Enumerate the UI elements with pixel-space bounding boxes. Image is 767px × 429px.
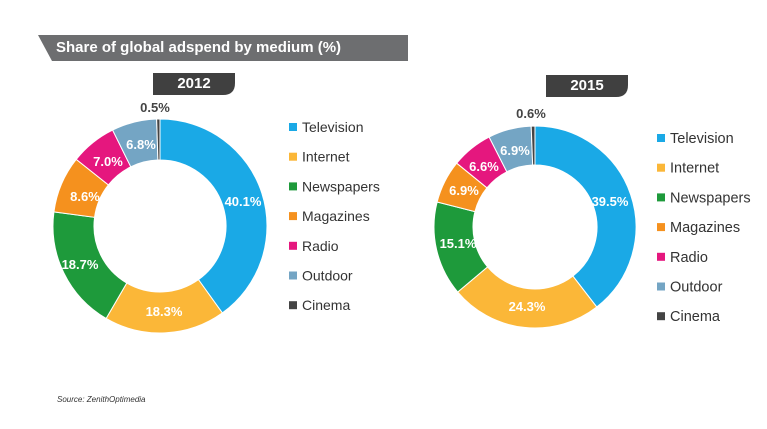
chart-2-legend-label-outdoor: Outdoor [670, 280, 723, 296]
chart-1-year-label: 2012 [177, 75, 211, 92]
chart-1-label-magazines: 8.6% [70, 189, 100, 204]
chart-title: Share of global adspend by medium (%) [56, 39, 342, 56]
chart-2-slice-television [534, 125, 637, 308]
source-note: Source: ZenithOptimedia [57, 395, 146, 404]
chart-1-label-internet: 18.3% [146, 304, 183, 319]
chart-2-legend-swatch-magazines [657, 223, 665, 232]
chart-2-legend-label-internet: Internet [670, 161, 719, 177]
chart-1-legend-label-internet: Internet [302, 149, 350, 165]
chart-1-legend-label-magazines: Magazines [302, 208, 370, 224]
chart-2-label-radio: 6.6% [469, 159, 499, 174]
chart-2-slice-cinema [530, 125, 536, 166]
chart-1-legend-label-radio: Radio [302, 238, 339, 254]
chart-2-label-outdoor: 6.9% [500, 143, 530, 158]
chart-2-legend-label-radio: Radio [670, 250, 708, 266]
chart-2-year-label: 2015 [570, 77, 604, 94]
chart-2-legend-swatch-television [657, 134, 665, 142]
chart-1-legend-label-outdoor: Outdoor [302, 268, 353, 284]
chart-2-legend-label-newspapers: Newspapers [670, 190, 751, 206]
chart-2-legend-swatch-internet [657, 163, 665, 172]
chart-2-legend-swatch-radio [657, 252, 665, 261]
chart-1-legend-swatch-magazines [289, 212, 297, 221]
chart-1-legend-swatch-television [289, 123, 297, 131]
chart-1-label-newspapers: 18.7% [62, 257, 99, 272]
chart-2-label-internet: 24.3% [509, 299, 546, 314]
chart-1-slice-cinema [156, 118, 161, 161]
chart-2-legend-swatch-newspapers [657, 193, 665, 202]
chart-2-label-newspapers: 15.1% [440, 236, 477, 251]
chart-1-label-outdoor: 6.8% [126, 137, 156, 152]
chart-2-label-cinema: 0.6% [516, 106, 546, 121]
year-tab-2015: 2015 [546, 75, 628, 97]
chart-1-legend-swatch-radio [289, 241, 297, 250]
chart-2-label-magazines: 6.9% [449, 183, 479, 198]
chart-1-legend-swatch-cinema [289, 301, 297, 310]
chart-1-label-television: 40.1% [225, 194, 262, 209]
chart-2-legend-label-cinema: Cinema [670, 309, 721, 325]
year-tab-shape [153, 73, 235, 95]
chart-1-label-radio: 7.0% [93, 154, 123, 169]
chart-1-legend-swatch-internet [289, 152, 297, 161]
chart-2-legend-label-television: Television [670, 131, 734, 147]
chart-2-legend-swatch-cinema [657, 312, 665, 321]
chart-2-legend-swatch-outdoor [657, 282, 665, 291]
year-tab-2012: 2012 [153, 73, 235, 95]
chart-1-legend-swatch-outdoor [289, 271, 297, 280]
chart-1-label-cinema: 0.5% [140, 100, 170, 115]
chart-1-slice-television [159, 118, 268, 314]
year-tab-shape [546, 75, 628, 97]
title-banner-shape [38, 35, 408, 61]
chart-1-legend-label-television: Television [302, 119, 363, 135]
chart-1-legend-label-cinema: Cinema [302, 297, 350, 313]
chart-title-banner: Share of global adspend by medium (%) [38, 35, 408, 61]
chart-2-legend-label-magazines: Magazines [670, 220, 740, 236]
chart-2-label-television: 39.5% [592, 194, 629, 209]
chart-1-legend-swatch-newspapers [289, 182, 297, 191]
chart-1-legend-label-newspapers: Newspapers [302, 178, 380, 194]
